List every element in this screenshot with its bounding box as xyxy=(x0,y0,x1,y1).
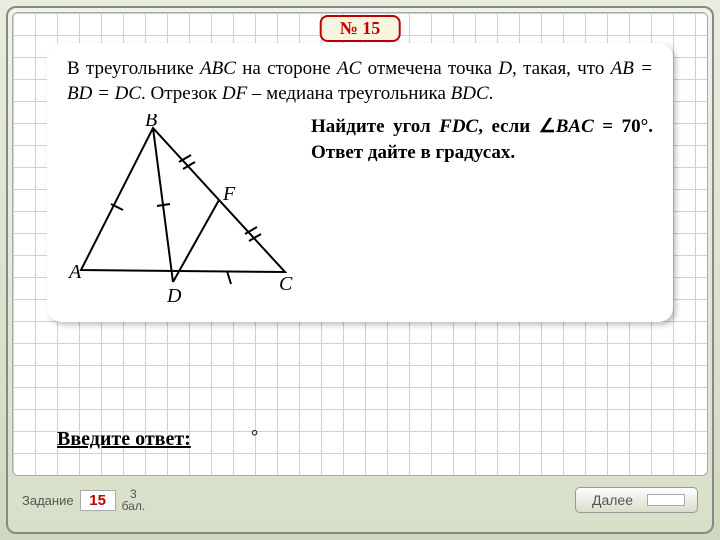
next-button[interactable]: Далее xyxy=(575,487,698,513)
term: BDC xyxy=(451,83,489,104)
vertex-F: F xyxy=(222,183,236,205)
task-number-badge: № 15 xyxy=(320,15,401,42)
degree-symbol: ° xyxy=(251,426,258,447)
progress-icon xyxy=(647,494,685,506)
text: отмечена точка xyxy=(361,58,498,79)
text: – медиана треугольника xyxy=(247,83,451,104)
text: на стороне xyxy=(236,58,337,79)
vertex-C: C xyxy=(279,273,293,295)
term: DF xyxy=(222,83,247,104)
lower-row: A B D C F Найдите угол FDC, если ∠BAC = … xyxy=(67,114,653,304)
text: . xyxy=(489,83,494,104)
problem-card: В треугольнике ABC на стороне AC отмечен… xyxy=(47,43,673,322)
term: D xyxy=(498,58,512,79)
outer-border: № 15 В треугольнике ABC на стороне AC от… xyxy=(6,6,714,534)
term: FDC xyxy=(439,116,478,137)
slide-frame: № 15 В треугольнике ABC на стороне AC от… xyxy=(0,0,720,540)
grid-background: № 15 В треугольнике ABC на стороне AC от… xyxy=(12,12,708,476)
triangle-figure: A B D C F xyxy=(67,114,297,304)
text: Найдите угол xyxy=(311,116,439,137)
next-label: Далее xyxy=(592,492,633,508)
question-text: Найдите угол FDC, если ∠BAC = 70°. Ответ… xyxy=(311,114,653,304)
task-label: Задание xyxy=(22,493,74,508)
footer-left: Задание 15 3 бал. xyxy=(22,488,145,512)
vertex-B: B xyxy=(145,114,157,131)
text: , если ∠ xyxy=(478,116,556,137)
term: AC xyxy=(337,58,361,79)
term: BAC xyxy=(556,116,594,137)
task-number-box: 15 xyxy=(80,490,116,511)
points-label: бал. xyxy=(122,500,146,512)
vertex-A: A xyxy=(67,261,82,283)
answer-label: Введите ответ: xyxy=(57,428,191,451)
answer-input[interactable] xyxy=(223,428,249,451)
problem-statement: В треугольнике ABC на стороне AC отмечен… xyxy=(67,57,653,106)
vertex-D: D xyxy=(166,285,182,304)
footer-bar: Задание 15 3 бал. Далее xyxy=(12,476,708,524)
points-block: 3 бал. xyxy=(122,488,146,512)
term: ABC xyxy=(200,58,236,79)
text: , такая, что xyxy=(512,58,611,79)
text: В треугольнике xyxy=(67,58,200,79)
text: . Отрезок xyxy=(141,83,222,104)
